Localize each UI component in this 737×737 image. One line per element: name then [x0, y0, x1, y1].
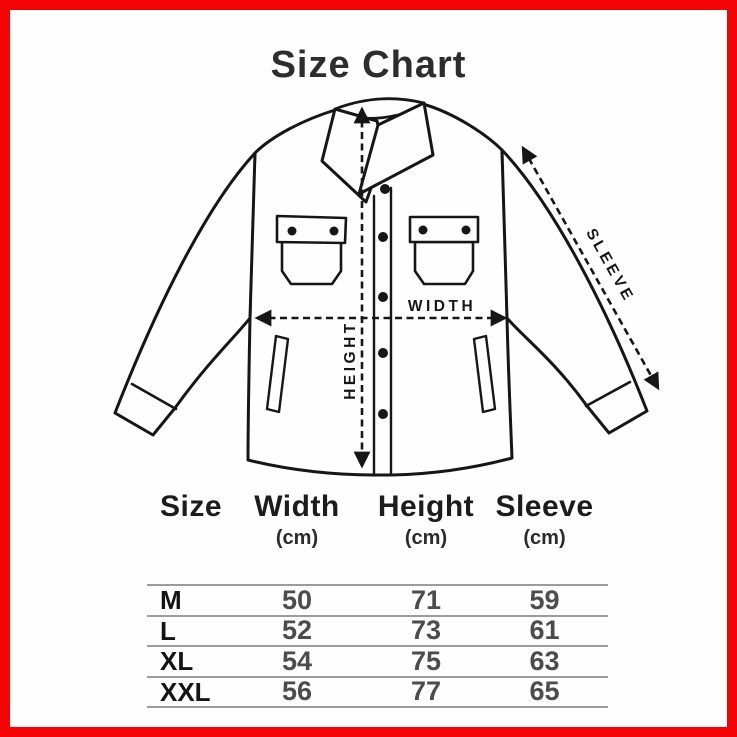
cell-width: 50 [281, 584, 313, 615]
left-chest-pocket [280, 240, 343, 286]
height-measure-label: HEIGHT [342, 320, 359, 400]
cell-sleeve: 61 [529, 615, 560, 646]
cell-height: 73 [410, 615, 442, 646]
column-unit: (cm) [523, 527, 566, 549]
placket-button [378, 292, 388, 302]
column-unit: (cm) [275, 527, 319, 549]
left-hand-pocket [265, 334, 290, 414]
size-table: M 50 71 59 L 52 73 61 XL 54 75 63 XXL 56… [147, 584, 608, 708]
table-row: L 52 73 61 [147, 614, 608, 646]
placket-button [378, 409, 388, 419]
placket-button [380, 184, 390, 194]
table-row: XL 54 75 63 [147, 645, 608, 676]
right-flap-button [418, 225, 428, 235]
shirt-diagram: WIDTH HEIGHT SLEEVE [113, 97, 660, 477]
table-header: Size Width (cm) Height (cm) Sleeve (cm) [147, 490, 608, 549]
cell-sleeve: 59 [529, 584, 560, 615]
cell-size: M [160, 585, 182, 616]
column-header-width: Width (cm) [223, 490, 371, 549]
column-label: Width [254, 490, 340, 523]
placket-button [378, 232, 388, 242]
cell-width: 56 [281, 676, 313, 707]
left-flap-button [287, 226, 297, 236]
cell-size: L [160, 615, 176, 646]
right-flap-button [461, 225, 471, 235]
column-label: Size [160, 490, 223, 523]
cell-sleeve: 65 [529, 676, 560, 707]
cell-width: 54 [281, 645, 313, 676]
table-row: M 50 71 59 [147, 584, 608, 615]
cell-height: 75 [410, 645, 442, 676]
left-flap-button [329, 226, 339, 236]
cell-width: 52 [281, 615, 313, 646]
column-header-size: Size [147, 492, 223, 548]
right-chest-pocket [413, 240, 475, 286]
placket-button [378, 348, 388, 358]
right-hand-pocket [472, 334, 497, 414]
cell-size: XL [160, 646, 194, 677]
column-header-sleeve: Sleeve (cm) [481, 490, 608, 549]
column-header-height: Height (cm) [371, 490, 481, 549]
left-sleeve [113, 151, 257, 437]
column-label: Sleeve [495, 490, 594, 523]
table-row: XXL 56 77 65 [147, 675, 608, 707]
cell-height: 71 [410, 584, 442, 615]
column-unit: (cm) [404, 527, 448, 549]
cell-height: 77 [410, 676, 442, 707]
column-label: Height [377, 490, 475, 523]
cell-size: XXL [160, 676, 211, 707]
right-pocket-flap [408, 215, 480, 244]
page-title: Size Chart [270, 44, 467, 86]
left-pocket-flap [275, 214, 348, 245]
left-cuff-line [130, 382, 178, 411]
width-measure-label: WIDTH [408, 298, 476, 315]
cell-sleeve: 63 [529, 645, 560, 676]
